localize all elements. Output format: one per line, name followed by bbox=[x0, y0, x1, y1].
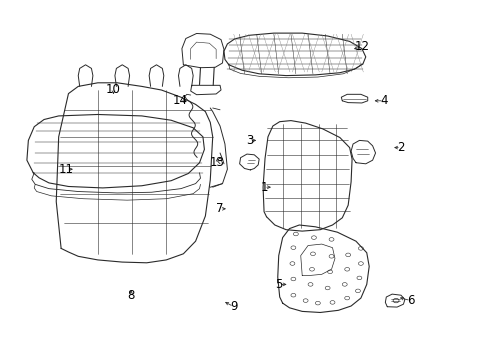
Text: 10: 10 bbox=[106, 83, 121, 96]
Text: 2: 2 bbox=[396, 141, 404, 154]
Text: 5: 5 bbox=[274, 278, 282, 291]
Text: 6: 6 bbox=[406, 294, 414, 307]
Text: 14: 14 bbox=[172, 94, 187, 107]
Text: 12: 12 bbox=[354, 40, 368, 53]
Text: 7: 7 bbox=[216, 202, 224, 215]
Text: 8: 8 bbox=[127, 289, 135, 302]
Text: 9: 9 bbox=[229, 300, 237, 313]
Text: 1: 1 bbox=[260, 181, 267, 194]
Text: 3: 3 bbox=[245, 134, 253, 147]
Text: 13: 13 bbox=[210, 156, 224, 169]
Text: 4: 4 bbox=[379, 94, 387, 107]
Text: 11: 11 bbox=[59, 163, 74, 176]
